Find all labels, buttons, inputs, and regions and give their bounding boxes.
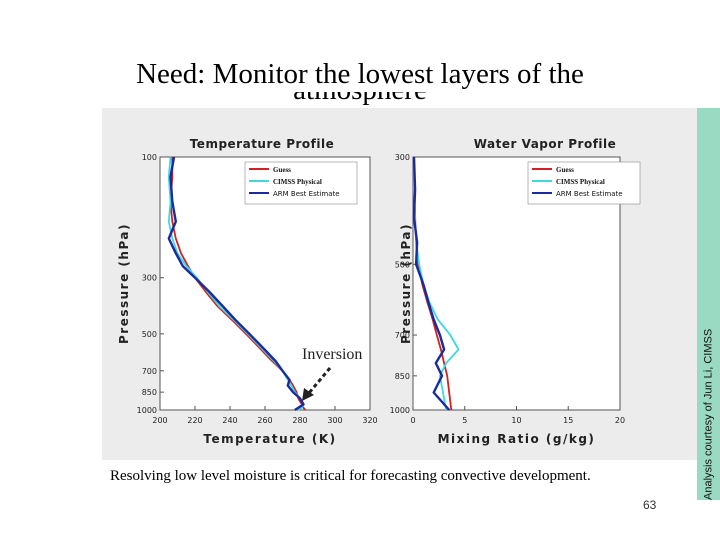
analysis-credit: Analysis courtesy of Jun Li, CIMSS (702, 328, 715, 500)
y-tick-label: 700 (395, 331, 410, 340)
legend-entry: CIMSS Physical (556, 178, 605, 186)
inversion-label: Inversion (302, 346, 362, 363)
x-tick-label: 220 (187, 416, 202, 425)
x-tick-label: 5 (462, 416, 467, 425)
chart-title: Temperature Profile (190, 137, 335, 151)
y-tick-label: 500 (142, 330, 157, 339)
x-tick-label: 320 (362, 416, 377, 425)
y-tick-label: 700 (142, 367, 157, 376)
x-axis-label: Mixing Ratio (g/kg) (438, 432, 596, 446)
y-axis-label: Pressure (hPa) (399, 223, 413, 344)
slide-title-continuation: atmosphere (80, 92, 640, 110)
chart-1: 0 5 10 15 20 300 500 700 850 1000 Water Vapor Prof… (390, 137, 641, 446)
x-tick-label: 200 (152, 416, 167, 425)
credit-bar (697, 108, 720, 500)
legend-entry: ARM Best Estimate (273, 190, 340, 198)
chart-title: Water Vapor Profile (474, 137, 617, 151)
x-tick-label: 260 (257, 416, 272, 425)
y-tick-label: 500 (395, 260, 410, 269)
inversion-arrow-shaft (307, 367, 332, 394)
y-tick-label: 100 (142, 153, 157, 162)
chart-0: 200 220 240 260 280 300 320 100 300 500 700 850 1000… (117, 137, 378, 446)
x-tick-label: 10 (511, 416, 521, 425)
x-tick-label: 240 (222, 416, 237, 425)
slide-title: Need: Monitor the lowest layers of the (136, 58, 584, 90)
slide-caption: Resolving low level moisture is critical… (110, 468, 591, 484)
inversion-arrow-head (302, 388, 314, 401)
y-tick-label: 300 (395, 153, 410, 162)
y-tick-label: 850 (395, 372, 410, 381)
legend-entry: Guess (273, 166, 291, 174)
series-line-arm-best-estimate (167, 156, 305, 412)
y-tick-label: 1000 (390, 406, 410, 415)
page-number: 63 (643, 498, 657, 512)
y-tick-label: 1000 (137, 406, 157, 415)
x-tick-label: 15 (563, 416, 573, 425)
y-tick-label: 850 (142, 388, 157, 397)
series-line-arm-best-estimate (412, 156, 451, 411)
y-axis-label: Pressure (hPa) (117, 223, 131, 344)
x-tick-label: 280 (292, 416, 307, 425)
legend-entry: ARM Best Estimate (556, 190, 623, 198)
x-tick-label: 20 (615, 416, 625, 425)
inversion-annotation: Inversion (302, 346, 362, 401)
y-tick-label: 300 (142, 274, 157, 283)
x-tick-label: 300 (327, 416, 342, 425)
legend-entry: Guess (556, 166, 574, 174)
legend-entry: CIMSS Physical (273, 178, 322, 186)
x-tick-label: 0 (410, 416, 415, 425)
x-axis-label: Temperature (K) (203, 432, 336, 446)
